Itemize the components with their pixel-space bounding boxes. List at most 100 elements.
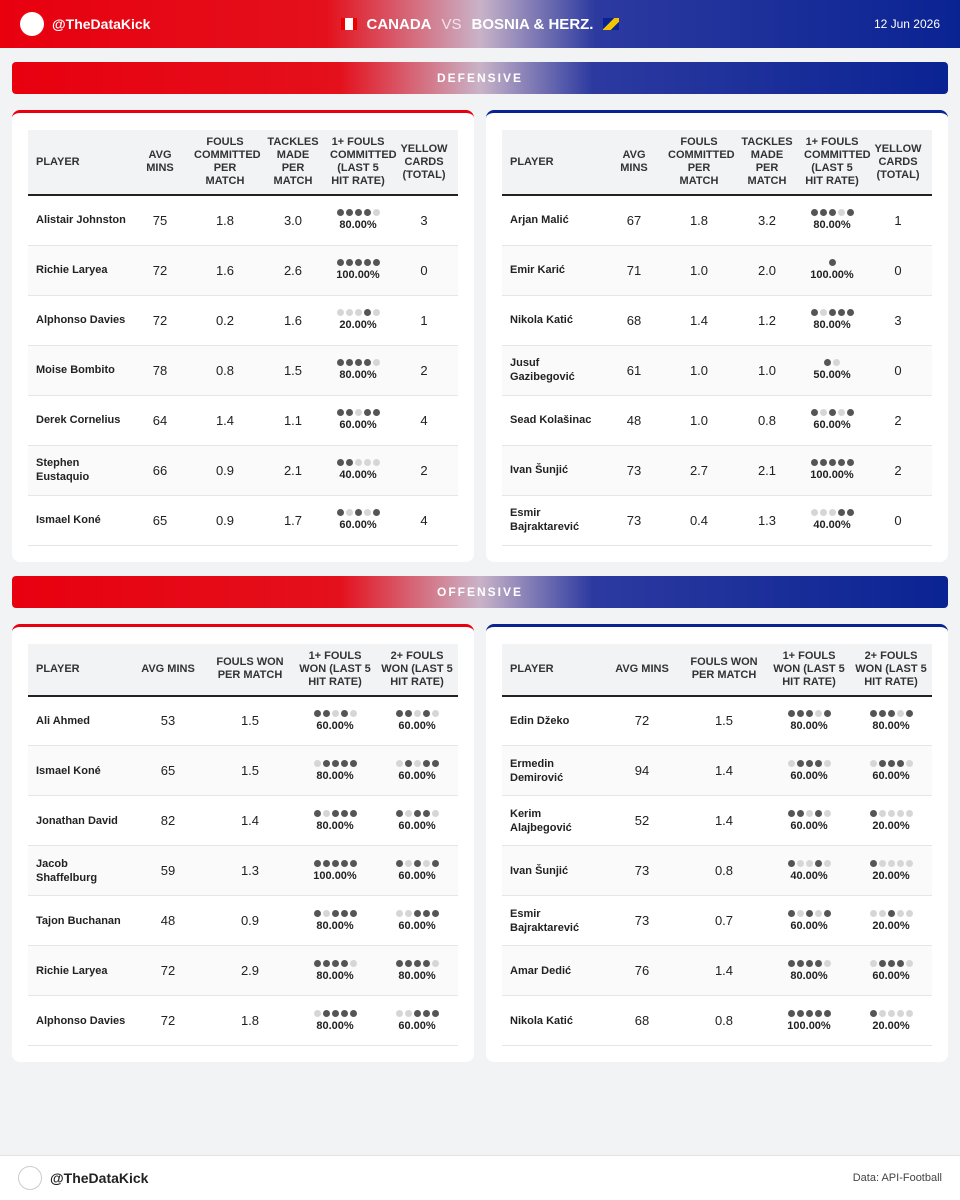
hit-dot	[372, 259, 380, 266]
player-name: Emir Karić	[502, 245, 604, 296]
header-row: PLAYER AVG MINS FOULS COMMITTED PER MATCH T…	[28, 130, 458, 196]
stat-cell: 0.4	[664, 495, 734, 546]
hit-dot	[810, 209, 818, 217]
stat-cell: 1.5	[260, 345, 326, 396]
player-name: Richie Laryea	[28, 245, 130, 296]
hit-dot	[340, 709, 348, 717]
player-row: Ismael Koné 65 0.9 1.7 60.00% 4	[28, 495, 458, 546]
hit-dot	[787, 859, 795, 867]
hit-rate: 20.00%	[872, 919, 910, 932]
hit-dot	[869, 709, 877, 717]
stat-cell: 1.2	[734, 295, 800, 346]
hit-dot	[422, 709, 430, 717]
column-header: TACKLES MADE PER MATCH	[734, 130, 800, 196]
hit-rate-cell: 60.00%	[850, 745, 932, 796]
hit-dot	[395, 709, 403, 717]
hit-dot	[345, 459, 353, 466]
hit-dot	[887, 809, 895, 817]
hit-dot	[331, 909, 339, 917]
player-name: Ismael Koné	[28, 745, 130, 796]
header-row: PLAYER AVG MINS FOULS WON PER MATCH 1+ FOUL…	[502, 643, 932, 697]
hit-rate-cell: 100.00%	[768, 995, 850, 1046]
logo	[20, 12, 44, 36]
stats-table: PLAYER AVG MINS FOULS COMMITTED PER MATCH T…	[28, 130, 458, 546]
hit-dot	[837, 409, 845, 416]
hit-dots	[854, 959, 928, 967]
hit-dot	[322, 959, 330, 967]
hit-dot	[869, 859, 877, 867]
hit-dot	[878, 759, 886, 767]
hit-dots	[380, 859, 454, 867]
stat-cell: 2	[864, 395, 932, 446]
flag-canada	[340, 18, 357, 30]
hit-dots	[772, 759, 846, 767]
column-header: PLAYER	[502, 643, 604, 697]
hit-dot	[422, 959, 430, 967]
hit-dot	[395, 959, 403, 967]
stat-cell: 1.5	[680, 695, 768, 746]
hit-dots	[330, 409, 386, 416]
player-row: Esmir Bajraktarević 73 0.7 60.00% 20.00%	[502, 895, 932, 946]
hit-dot	[336, 209, 344, 217]
hit-dot	[313, 909, 321, 917]
player-row: Tajon Buchanan 48 0.9 80.00% 60.00%	[28, 895, 458, 946]
hit-rate: 60.00%	[398, 769, 436, 782]
hit-dot	[878, 859, 886, 867]
hit-dot	[846, 209, 854, 217]
hit-dot	[796, 759, 804, 767]
hit-dots	[772, 709, 846, 717]
hit-rate: 60.00%	[339, 419, 377, 431]
hit-rate: 80.00%	[316, 819, 354, 832]
hit-dot	[787, 1009, 795, 1017]
hit-dot	[322, 759, 330, 767]
hit-dots	[804, 459, 860, 466]
hit-dot	[819, 509, 827, 516]
player-name: Ivan Šunjić	[502, 845, 604, 896]
hit-rate: 20.00%	[339, 319, 377, 331]
hit-dots	[380, 959, 454, 967]
hit-dot	[787, 959, 795, 967]
hit-dots	[854, 859, 928, 867]
hit-dot	[814, 759, 822, 767]
hit-dot	[354, 509, 362, 516]
date: 12 Jun 2026	[873, 17, 940, 31]
hit-dot	[828, 309, 836, 316]
stat-cell: 1.8	[664, 195, 734, 246]
player-row: Richie Laryea 72 2.9 80.00% 80.00%	[28, 945, 458, 996]
hit-rate-cell: 80.00%	[294, 995, 376, 1046]
hit-dot	[363, 209, 371, 217]
stat-cell: 59	[130, 845, 206, 896]
stat-cell: 2.1	[260, 445, 326, 496]
hit-rate: 60.00%	[790, 919, 828, 932]
stat-cell: 1.5	[206, 745, 294, 796]
column-header: PLAYER	[28, 643, 130, 697]
hit-dots	[854, 759, 928, 767]
hit-dots	[854, 809, 928, 817]
hit-rate: 80.00%	[339, 369, 377, 381]
player-row: Ali Ahmed 53 1.5 60.00% 60.00%	[28, 695, 458, 746]
hit-dot	[349, 1009, 357, 1017]
player-name: Amar Dedić	[502, 945, 604, 996]
hit-dot	[345, 259, 353, 266]
player-name: Kerim Alajbegović	[502, 795, 604, 846]
hit-dots	[804, 309, 860, 316]
hit-dot	[363, 509, 371, 516]
stat-cell: 0.8	[190, 345, 260, 396]
hit-dot	[896, 759, 904, 767]
hit-rate-cell: 60.00%	[294, 695, 376, 746]
stat-cell: 1.5	[206, 695, 294, 746]
player-row: Richie Laryea 72 1.6 2.6 100.00% 0	[28, 245, 458, 296]
hit-dot	[313, 759, 321, 767]
panel: PLAYER AVG MINS FOULS WON PER MATCH 1+ FOUL…	[12, 623, 474, 1062]
player-row: Emir Karić 71 1.0 2.0 100.00% 0	[502, 245, 932, 296]
hit-rate: 60.00%	[813, 419, 851, 431]
hit-dot	[431, 909, 439, 917]
hit-dot	[814, 709, 822, 717]
stat-cell: 1.0	[734, 345, 800, 396]
stat-cell: 67	[604, 195, 664, 246]
hit-dot	[887, 909, 895, 917]
hit-dot	[878, 809, 886, 817]
hit-dot	[413, 1009, 421, 1017]
header-row: PLAYER AVG MINS FOULS COMMITTED PER MATCH T…	[502, 130, 932, 196]
